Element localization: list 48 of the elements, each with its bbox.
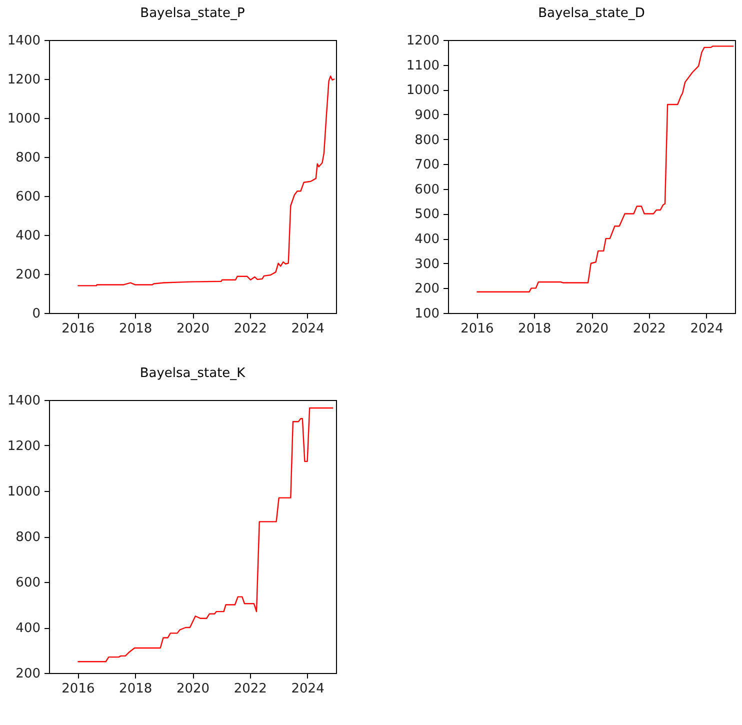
y-tick-label: 600 (16, 190, 40, 204)
chart-title: Bayelsa_state_P (140, 6, 246, 21)
chart-title: Bayelsa_state_D (538, 6, 645, 21)
line-series (77, 407, 334, 662)
x-tick-label: 2022 (234, 322, 267, 336)
line-series (476, 46, 734, 293)
y-tick-label: 1100 (406, 58, 440, 74)
x-tick-label: 2018 (518, 322, 552, 336)
y-tick-label: 200 (16, 666, 40, 682)
x-tick-label: 2024 (291, 682, 324, 696)
y-tick-label: 1000 (7, 112, 40, 126)
y-tick-label: 1000 (7, 484, 40, 500)
y-tick-label: 400 (16, 228, 40, 244)
x-tick-label: 2020 (575, 322, 609, 336)
y-tick-label: 1200 (406, 34, 440, 48)
x-tick-label: 2020 (176, 682, 210, 696)
y-tick-label: 600 (414, 182, 440, 198)
y-tick-label: 600 (16, 576, 40, 590)
y-tick-label: 400 (414, 232, 440, 248)
y-tick-label: 1200 (7, 439, 40, 454)
chart-title: Bayelsa_state_K (140, 366, 246, 381)
x-tick-label: 2016 (62, 322, 95, 336)
x-tick-label: 2018 (119, 322, 152, 336)
y-tick-label: 1200 (7, 72, 40, 88)
y-tick-label: 800 (16, 530, 40, 545)
y-tick-label: 1000 (406, 83, 440, 98)
y-tick-label: 900 (414, 108, 440, 123)
y-tick-label: 400 (16, 621, 40, 636)
x-tick-label: 2022 (234, 682, 267, 696)
x-tick-label: 2024 (690, 322, 724, 336)
y-tick-label: 800 (16, 150, 40, 166)
y-tick-label: 100 (414, 306, 440, 322)
x-tick-label: 2016 (62, 682, 95, 696)
y-tick-label: 800 (414, 132, 440, 148)
y-tick-label: 700 (414, 158, 440, 173)
x-tick-label: 2016 (460, 322, 494, 336)
x-tick-label: 2022 (632, 322, 666, 336)
line-series (77, 75, 336, 286)
x-tick-label: 2024 (291, 322, 324, 336)
y-tick-label: 200 (414, 282, 440, 297)
y-tick-label: 1400 (7, 394, 40, 408)
y-tick-label: 0 (32, 306, 40, 322)
y-tick-label: 200 (16, 268, 40, 282)
y-tick-label: 300 (414, 256, 440, 272)
x-tick-label: 2020 (176, 322, 210, 336)
y-tick-label: 1400 (7, 34, 40, 48)
x-tick-label: 2018 (119, 682, 152, 696)
y-tick-label: 500 (414, 207, 440, 222)
